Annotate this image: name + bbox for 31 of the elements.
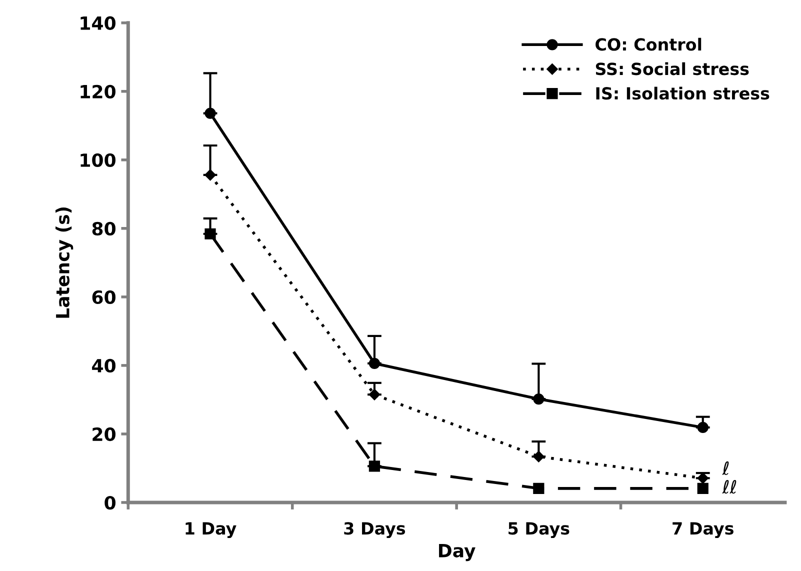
annotation: ℓ: [722, 461, 729, 476]
x-tick-label: 5 Days: [508, 522, 570, 538]
point: [697, 472, 708, 484]
legend-label: SS: Social stress: [596, 62, 749, 76]
x-tick-label: 3 Days: [344, 522, 406, 538]
point: [697, 482, 708, 494]
point: [368, 388, 380, 400]
point: [368, 358, 380, 369]
y-tick-label: 100: [80, 153, 116, 167]
y-tick-label: 40: [92, 358, 116, 373]
annotation: ℓℓ: [722, 480, 736, 494]
point: [368, 460, 380, 472]
y-tick-label: 140: [80, 16, 116, 30]
y-tick-label: 80: [92, 222, 116, 236]
point: [697, 422, 708, 434]
point: [204, 108, 216, 119]
y-tick-label: 120: [80, 84, 116, 98]
point: [204, 169, 216, 181]
legend-label: IS: Isolation stress: [596, 86, 770, 100]
legend-label: CO: Control: [596, 38, 702, 51]
point: [533, 450, 544, 462]
y-tick-label: 20: [92, 427, 116, 442]
y-axis-title: Latency (s): [56, 207, 74, 318]
y-tick-label: 60: [92, 290, 116, 304]
y-tick-label: 0: [104, 496, 116, 510]
x-tick-label: 7 Days: [672, 522, 734, 538]
point: [533, 482, 544, 494]
point: [533, 393, 544, 405]
x-tick-label: 1 Day: [186, 522, 236, 538]
x-axis-title: Day: [439, 544, 476, 562]
point: [204, 228, 216, 240]
